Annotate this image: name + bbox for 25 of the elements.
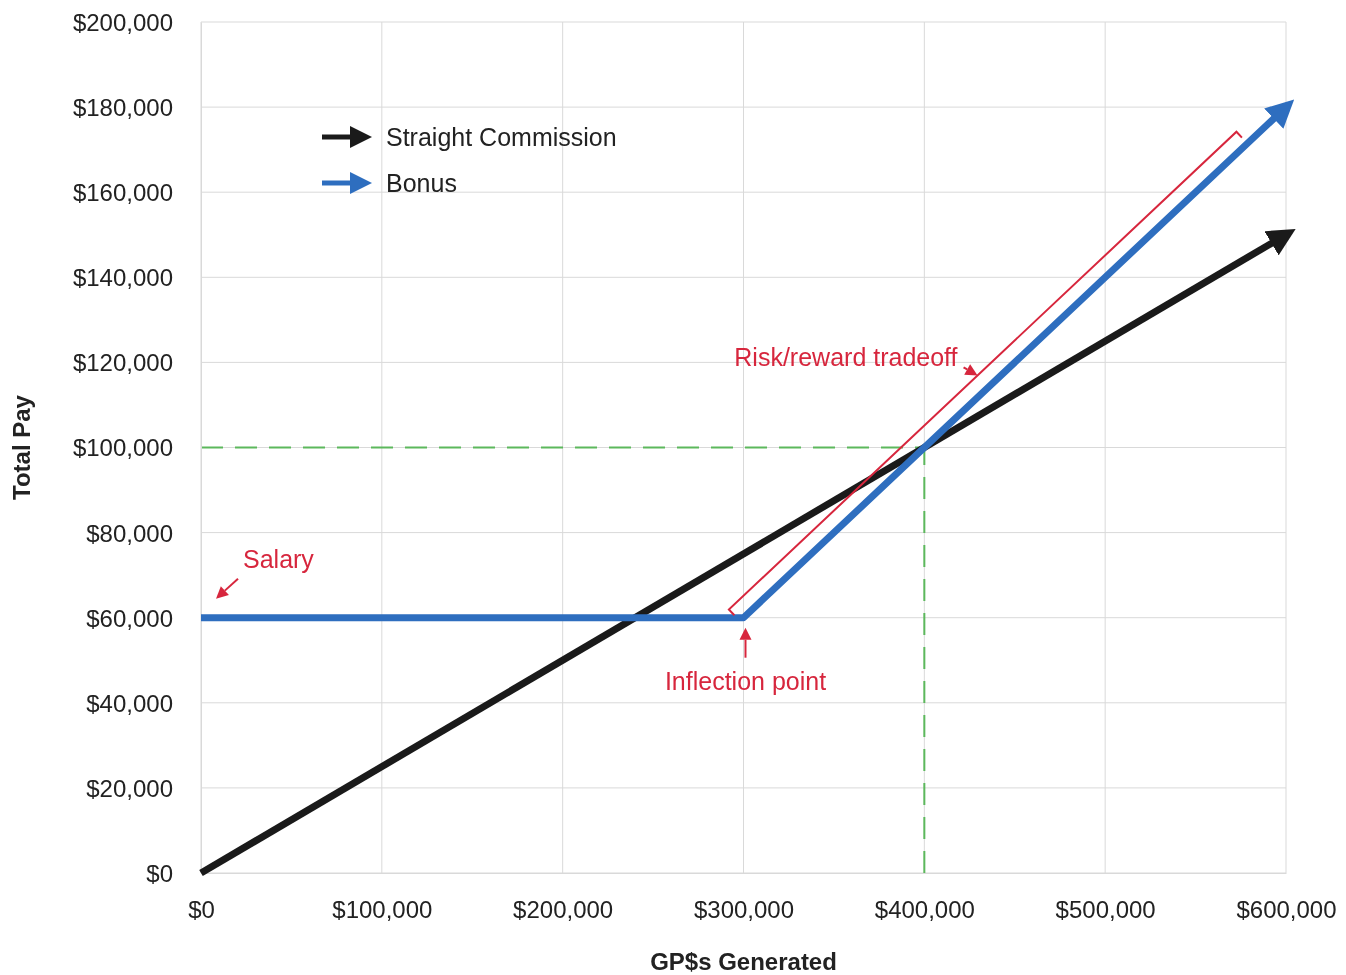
legend-label: Straight Commission xyxy=(386,122,617,151)
y-tick-label: $80,000 xyxy=(86,519,173,547)
legend-label: Bonus xyxy=(386,168,457,197)
annotation: Risk/reward tradeoff xyxy=(734,343,958,372)
y-tick-label: $140,000 xyxy=(72,264,173,292)
y-tick-label: $180,000 xyxy=(72,94,173,121)
y-axis-title: Total Pay xyxy=(8,394,35,500)
y-tick-label: $120,000 xyxy=(72,349,173,377)
y-tick-label: $160,000 xyxy=(72,179,173,207)
x-tick-label: $200,000 xyxy=(513,896,614,924)
annotation: Inflection point xyxy=(664,666,827,695)
x-tick-label: $400,000 xyxy=(874,896,975,924)
x-tick-label: $300,000 xyxy=(693,896,795,924)
x-tick-label: $500,000 xyxy=(1055,896,1156,924)
x-axis-title: GP$s Generated xyxy=(650,948,837,975)
y-tick-label: $40,000 xyxy=(86,689,173,717)
y-tick-label: $200,000 xyxy=(72,8,173,36)
y-tick-label: $60,000 xyxy=(86,604,173,632)
y-tick-label: $20,000 xyxy=(86,774,173,802)
y-tick-label: $0 xyxy=(146,859,173,887)
x-tick-label: $600,000 xyxy=(1236,896,1337,924)
annotation: Salary xyxy=(243,544,315,573)
x-tick-label: $0 xyxy=(188,896,215,924)
y-tick-label: $100,000 xyxy=(72,434,173,462)
x-tick-label: $100,000 xyxy=(332,896,433,924)
